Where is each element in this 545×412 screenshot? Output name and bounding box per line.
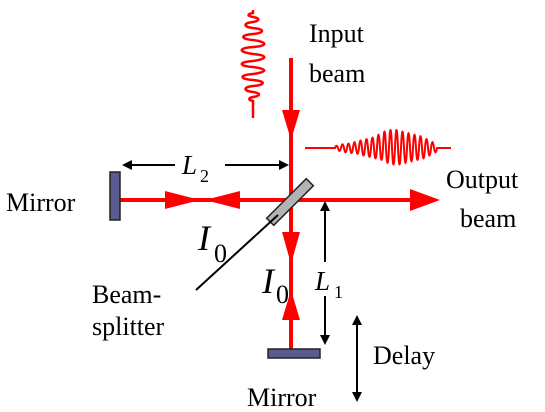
left-beam-arrowhead-right <box>165 191 200 209</box>
left-mirror-label: Mirror <box>6 188 76 217</box>
input-beam-label-line2: beam <box>309 59 365 88</box>
beamsplitter-pointer-line <box>195 214 279 291</box>
input-beam-label-line1: Input <box>309 19 365 48</box>
left-mirror <box>109 171 121 221</box>
beamsplitter-label-line2: splitter <box>92 312 165 341</box>
input-pulse-wave <box>240 10 266 118</box>
i0-center-symbol: I <box>261 261 276 301</box>
i0-center-subscript: 0 <box>276 280 289 309</box>
delay-label: Delay <box>373 341 435 370</box>
bottom-mirror-label: Mirror <box>247 383 317 412</box>
l2-subscript: 2 <box>200 166 209 186</box>
i0-left-subscript: 0 <box>214 239 227 268</box>
lower-beam-arrowhead-up <box>282 290 300 320</box>
beamsplitter-label-line1: Beam- <box>92 280 161 309</box>
l2-symbol: L <box>181 150 197 180</box>
beam-arrowheads <box>165 110 440 320</box>
output-pulse-wave <box>305 129 451 166</box>
input-arrowhead <box>282 110 300 140</box>
l1-symbol: L <box>314 266 330 296</box>
dimension-arrows <box>122 160 362 402</box>
l1-subscript: 1 <box>334 282 343 302</box>
output-beam-label-line2: beam <box>460 204 516 233</box>
lower-beam-arrowhead-down <box>282 232 300 264</box>
output-arrowhead <box>410 189 440 211</box>
i0-left-symbol: I <box>197 218 212 258</box>
bottom-mirror <box>267 348 321 359</box>
left-beam-arrowhead-left <box>205 191 240 209</box>
output-beam-label-line1: Output <box>446 165 519 194</box>
